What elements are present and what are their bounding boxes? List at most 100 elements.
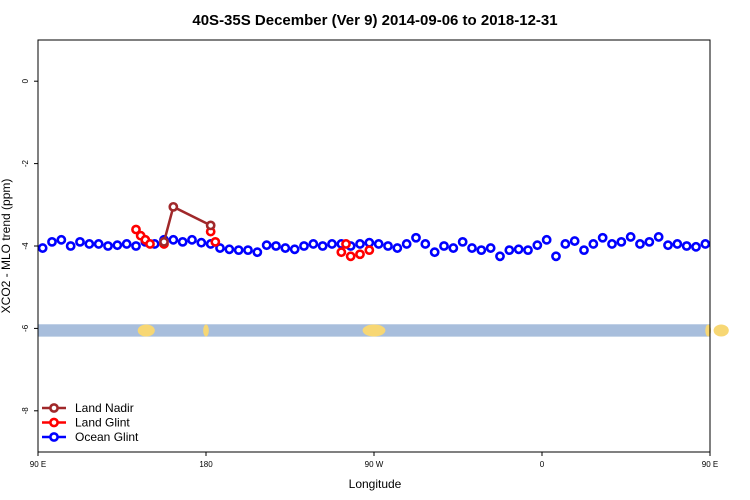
data-point — [177, 236, 188, 247]
data-point — [280, 243, 291, 253]
series-layer — [37, 201, 711, 262]
data-point — [345, 251, 356, 262]
data-point — [588, 239, 599, 249]
data-point — [299, 241, 309, 251]
data-point — [373, 239, 384, 249]
data-point — [336, 247, 347, 258]
x-axis-label: Longitude — [349, 477, 402, 491]
land-patch — [362, 324, 386, 337]
legend-label: Land Nadir — [75, 401, 134, 415]
data-point — [616, 236, 627, 247]
data-point — [467, 243, 477, 253]
data-point — [513, 244, 524, 255]
data-point — [103, 241, 113, 251]
data-point — [261, 240, 272, 251]
data-point — [532, 240, 543, 251]
land-patch — [137, 324, 155, 337]
data-point — [560, 239, 571, 249]
data-point — [355, 249, 365, 260]
data-point — [448, 243, 459, 253]
data-point — [168, 201, 179, 212]
data-point — [476, 245, 487, 256]
legend-item-ocean-glint: Ocean Glint — [42, 430, 139, 444]
series-land-nadir — [159, 201, 216, 247]
data-point — [672, 239, 683, 249]
data-point — [243, 245, 253, 256]
data-point — [196, 237, 207, 248]
data-point — [644, 236, 655, 247]
data-point — [691, 241, 701, 252]
legend-label: Ocean Glint — [75, 430, 139, 444]
land-patch — [713, 324, 729, 337]
data-point — [56, 234, 67, 245]
y-tick-label: -8 — [21, 407, 30, 415]
y-tick-label: -6 — [21, 324, 30, 332]
legend-swatch-marker — [49, 403, 59, 413]
legend-swatch-marker — [49, 417, 59, 428]
data-point — [308, 239, 319, 249]
x-axis: 90 E 180 90 W 0 90 E — [30, 452, 718, 469]
x-tick-label: 180 — [199, 460, 213, 469]
data-point — [145, 239, 155, 249]
land-patch — [203, 324, 209, 337]
data-point — [224, 244, 235, 255]
data-point — [317, 241, 328, 251]
data-point — [625, 232, 636, 242]
data-point — [121, 239, 132, 249]
land-band — [38, 324, 729, 337]
chart-title: 40S-35S December (Ver 9) 2014-09-06 to 2… — [192, 12, 557, 29]
data-point — [401, 239, 412, 249]
data-point — [210, 236, 221, 247]
y-tick-label: -2 — [21, 159, 30, 167]
data-point — [84, 239, 95, 249]
data-point — [420, 239, 431, 249]
legend-item-land-nadir: Land Nadir — [42, 401, 134, 415]
data-point — [607, 239, 617, 249]
data-point — [271, 241, 281, 251]
data-point — [635, 239, 645, 249]
data-point — [289, 244, 300, 255]
data-point — [485, 243, 496, 253]
data-point — [187, 234, 197, 245]
legend-label: Land Glint — [75, 416, 130, 430]
data-point — [159, 236, 169, 247]
data-point — [131, 224, 141, 235]
data-point — [663, 240, 673, 251]
data-point — [47, 236, 57, 247]
data-point — [597, 232, 608, 243]
data-point — [37, 243, 48, 253]
data-point — [205, 220, 216, 231]
data-point — [364, 245, 375, 256]
legend-item-land-glint: Land Glint — [42, 416, 130, 430]
data-point — [233, 245, 244, 256]
data-point — [112, 240, 123, 251]
series-ocean-glint — [37, 232, 711, 262]
legend-swatch-marker — [49, 432, 59, 442]
data-point — [131, 241, 141, 251]
x-tick-label: 90 E — [30, 460, 46, 469]
data-point — [579, 245, 589, 256]
data-point — [681, 241, 692, 251]
data-point — [392, 243, 403, 253]
y-axis-label: XCO2 - MLO trend (ppm) — [0, 179, 13, 314]
y-tick-label: 0 — [21, 78, 30, 83]
y-axis: 0 -2 -4 -6 -8 — [21, 78, 38, 414]
data-point — [93, 239, 104, 249]
data-point — [504, 245, 515, 256]
data-point — [65, 241, 76, 251]
data-point — [429, 247, 440, 258]
data-point — [495, 251, 505, 262]
data-point — [653, 232, 664, 242]
data-point — [700, 239, 711, 249]
data-point — [327, 239, 337, 249]
x-tick-label: 90 W — [365, 460, 384, 469]
data-point — [168, 234, 179, 245]
y-tick-label: -4 — [21, 242, 30, 250]
data-point — [341, 239, 351, 249]
data-point — [215, 243, 225, 253]
data-point — [439, 241, 449, 251]
data-point — [457, 236, 468, 247]
x-tick-label: 0 — [540, 460, 545, 469]
